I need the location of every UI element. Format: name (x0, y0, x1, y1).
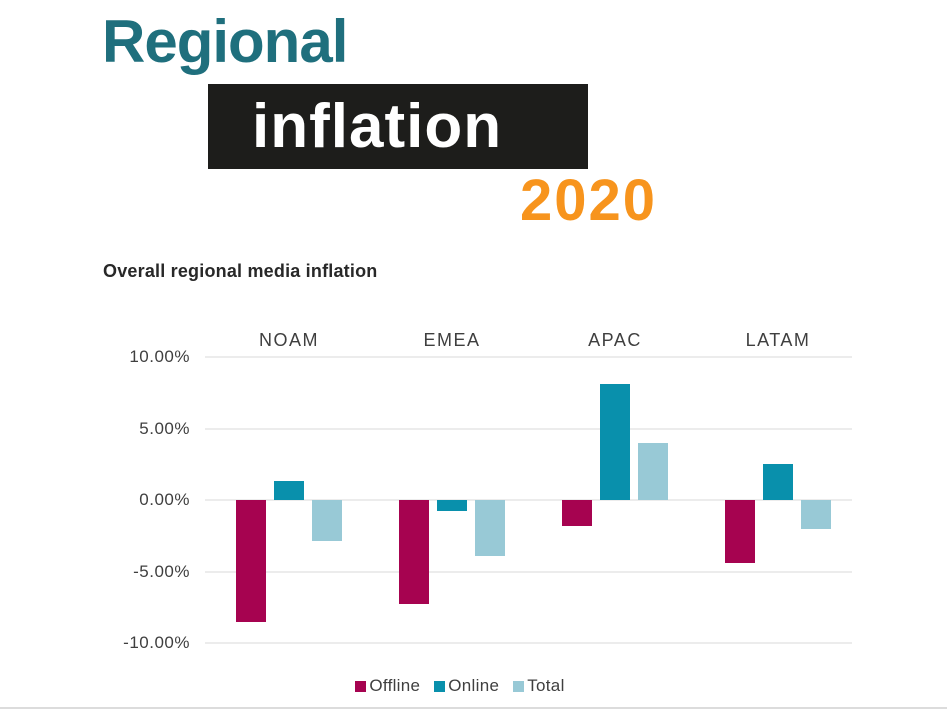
bar-apac-offline (562, 500, 592, 526)
y-tick-label: 0.00% (139, 490, 190, 509)
bar-apac-online (600, 384, 630, 500)
bar-emea-total (475, 500, 505, 556)
title-inflation-box: inflation (208, 84, 588, 169)
title-inflation: inflation (252, 91, 503, 161)
y-tick-label: 10.00% (129, 347, 190, 366)
bar-latam-online (763, 464, 793, 500)
bar-noam-online (274, 481, 304, 500)
legend-item-total: Total (513, 676, 564, 696)
category-label-latam: LATAM (745, 330, 811, 350)
chart-title: Overall regional media inflation (103, 261, 378, 281)
legend-label-online: Online (448, 676, 500, 695)
category-label-apac: APAC (588, 330, 642, 350)
legend-swatch-online (434, 680, 446, 692)
legend-item-online: Online (434, 676, 499, 696)
legend-swatch-total (513, 680, 525, 692)
legend-label-total: Total (527, 676, 565, 695)
legend-swatch-offline (355, 680, 367, 692)
gridline (205, 499, 852, 501)
bar-apac-total (638, 442, 668, 500)
category-label-emea: EMEA (423, 330, 481, 350)
bar-latam-total (801, 500, 831, 529)
bar-latam-offline (725, 500, 755, 563)
bar-emea-online (437, 500, 467, 512)
gridline (205, 356, 852, 358)
y-tick-label: 5.00% (139, 418, 190, 438)
bar-emea-offline (399, 500, 429, 605)
title-year: 2020 (520, 168, 658, 233)
category-label-noam: NOAM (259, 330, 319, 350)
y-tick-label: -5.00% (133, 561, 190, 581)
gridline (205, 642, 852, 644)
legend-label-offline: Offline (369, 676, 421, 695)
gridline (205, 427, 852, 430)
bar-noam-total (312, 500, 342, 542)
y-tick-label: -10.00% (123, 633, 190, 652)
chart-legend: Offline Online Total (0, 673, 920, 699)
title-regional: Regional (102, 8, 348, 75)
page-bottom-border (0, 707, 947, 709)
bar-noam-offline (236, 500, 266, 622)
legend-item-offline: Offline (355, 676, 420, 696)
gridline (205, 570, 852, 573)
